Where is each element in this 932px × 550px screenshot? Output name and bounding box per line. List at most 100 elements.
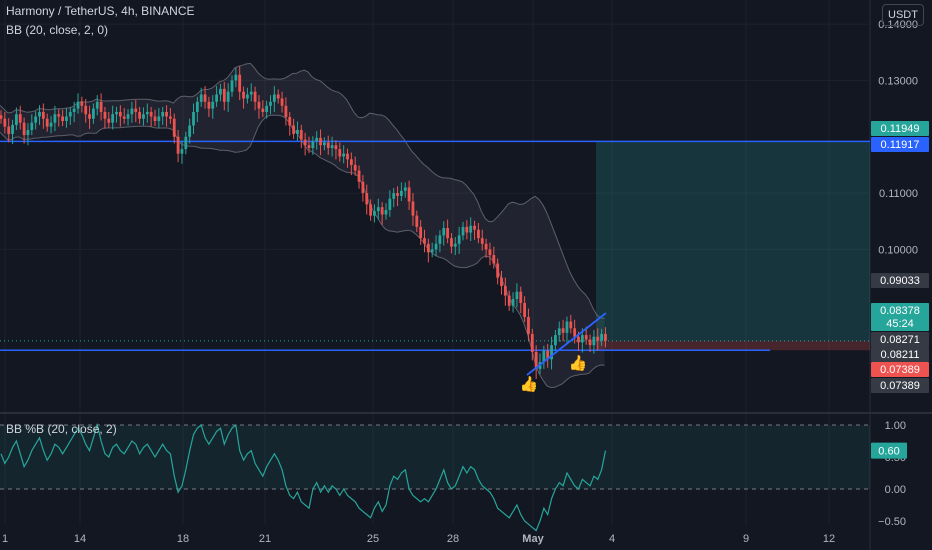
time-tick-label: 21 xyxy=(259,533,271,545)
candle-body xyxy=(219,88,222,95)
candle-body xyxy=(500,277,503,287)
candle-body xyxy=(353,164,357,171)
trend-line[interactable] xyxy=(526,312,607,376)
candle-body xyxy=(296,130,299,134)
candle-body xyxy=(392,193,396,199)
candle-body xyxy=(184,136,188,150)
pctb-legend[interactable]: BB %B (20, close, 2) xyxy=(6,422,117,436)
candle-body xyxy=(169,116,172,119)
candle-body xyxy=(430,249,434,253)
candle-body xyxy=(165,111,168,117)
candle-body xyxy=(396,193,399,196)
ascending-trendline xyxy=(526,312,607,376)
candle-body xyxy=(53,114,57,123)
candle-body xyxy=(88,114,91,119)
price-label-box xyxy=(871,303,929,331)
candle-body xyxy=(203,94,207,102)
time-axis[interactable]: 1 14 18 21 25 28 May 4 9 12 xyxy=(2,533,835,545)
candle-body xyxy=(457,235,461,244)
candle-body xyxy=(84,105,88,115)
candle-body xyxy=(496,263,500,278)
price-tick-label: 0.13000 xyxy=(878,75,918,87)
candle-body xyxy=(326,142,330,149)
price-label-box xyxy=(871,332,929,347)
candle-body xyxy=(38,111,41,117)
horizontal-lines[interactable] xyxy=(0,140,870,351)
candle-body xyxy=(484,243,488,250)
loss-zone xyxy=(596,340,870,351)
candle-body xyxy=(488,249,492,256)
candle-body xyxy=(442,228,446,236)
candle-body xyxy=(76,101,80,109)
candle-body xyxy=(561,328,565,333)
candle-body xyxy=(446,228,449,239)
candle-body xyxy=(199,94,203,102)
price-label-text: 0.08211 xyxy=(881,349,920,361)
candle-body xyxy=(45,118,49,127)
candle-body xyxy=(423,238,426,244)
pctb-tick-label: 1.00 xyxy=(885,420,906,432)
candle-body xyxy=(95,101,99,109)
symbol-legend[interactable]: Harmony / TetherUS, 4h, BINANCE xyxy=(6,4,195,18)
candle-body xyxy=(527,317,530,334)
candle-body xyxy=(138,111,141,119)
thumbs-up-icon: 👍 xyxy=(520,375,539,393)
candle-body xyxy=(584,335,588,340)
pctb-band xyxy=(0,425,870,489)
candle-body xyxy=(365,193,369,205)
candle-body xyxy=(403,187,407,191)
candle-body xyxy=(265,105,269,112)
candle-body xyxy=(234,74,238,81)
price-label-box xyxy=(871,378,929,393)
candle-body xyxy=(126,114,130,119)
pctb-value-box xyxy=(871,442,907,459)
candle-body xyxy=(323,142,326,146)
bb-legend[interactable]: BB (20, close, 2, 0) xyxy=(6,23,109,37)
candle-body xyxy=(34,116,38,123)
candle-body xyxy=(22,122,26,136)
time-tick-label: May xyxy=(522,533,544,545)
candle-body xyxy=(349,159,353,165)
candle-body xyxy=(226,91,230,102)
price-label-box xyxy=(871,347,929,362)
price-label-text: 0.09033 xyxy=(880,275,920,287)
candle-body xyxy=(261,108,265,112)
pctb-tick-label: 0.00 xyxy=(885,484,906,496)
candle-body xyxy=(523,302,526,318)
candle-body xyxy=(161,111,165,117)
candle-body xyxy=(49,122,53,127)
candle-body xyxy=(142,114,145,119)
candle-body xyxy=(288,117,292,126)
candle-body xyxy=(369,204,372,216)
candle-body xyxy=(111,114,115,123)
long-position-tool[interactable] xyxy=(596,141,870,351)
price-tick-label: 0.10000 xyxy=(878,244,918,256)
price-label-text: 0.08271 xyxy=(880,334,920,346)
candle-body xyxy=(592,336,596,346)
candle-body xyxy=(542,350,546,363)
candle-body xyxy=(253,91,257,102)
candle-body xyxy=(596,336,600,341)
candle-body xyxy=(469,225,473,233)
candle-body xyxy=(415,215,419,227)
candle-body xyxy=(303,139,307,146)
candle-body xyxy=(577,336,580,343)
candle-body xyxy=(580,335,584,343)
candle-body xyxy=(461,226,465,236)
candle-body xyxy=(18,114,22,123)
candle-body xyxy=(272,94,276,102)
thumbs-up-icon: 👍 xyxy=(569,354,588,372)
candle-body xyxy=(115,111,118,115)
candle-body xyxy=(103,111,107,119)
candle-body xyxy=(41,111,45,119)
candle-body xyxy=(573,328,577,337)
candle-body xyxy=(176,136,180,154)
time-tick-label: 25 xyxy=(367,533,379,545)
currency-button[interactable]: USDT xyxy=(882,4,924,26)
candle-body xyxy=(157,116,161,121)
candle-body xyxy=(26,130,30,136)
candle-body xyxy=(534,351,538,369)
countdown-label: 45:24 xyxy=(886,318,914,330)
candle-body xyxy=(361,181,365,194)
